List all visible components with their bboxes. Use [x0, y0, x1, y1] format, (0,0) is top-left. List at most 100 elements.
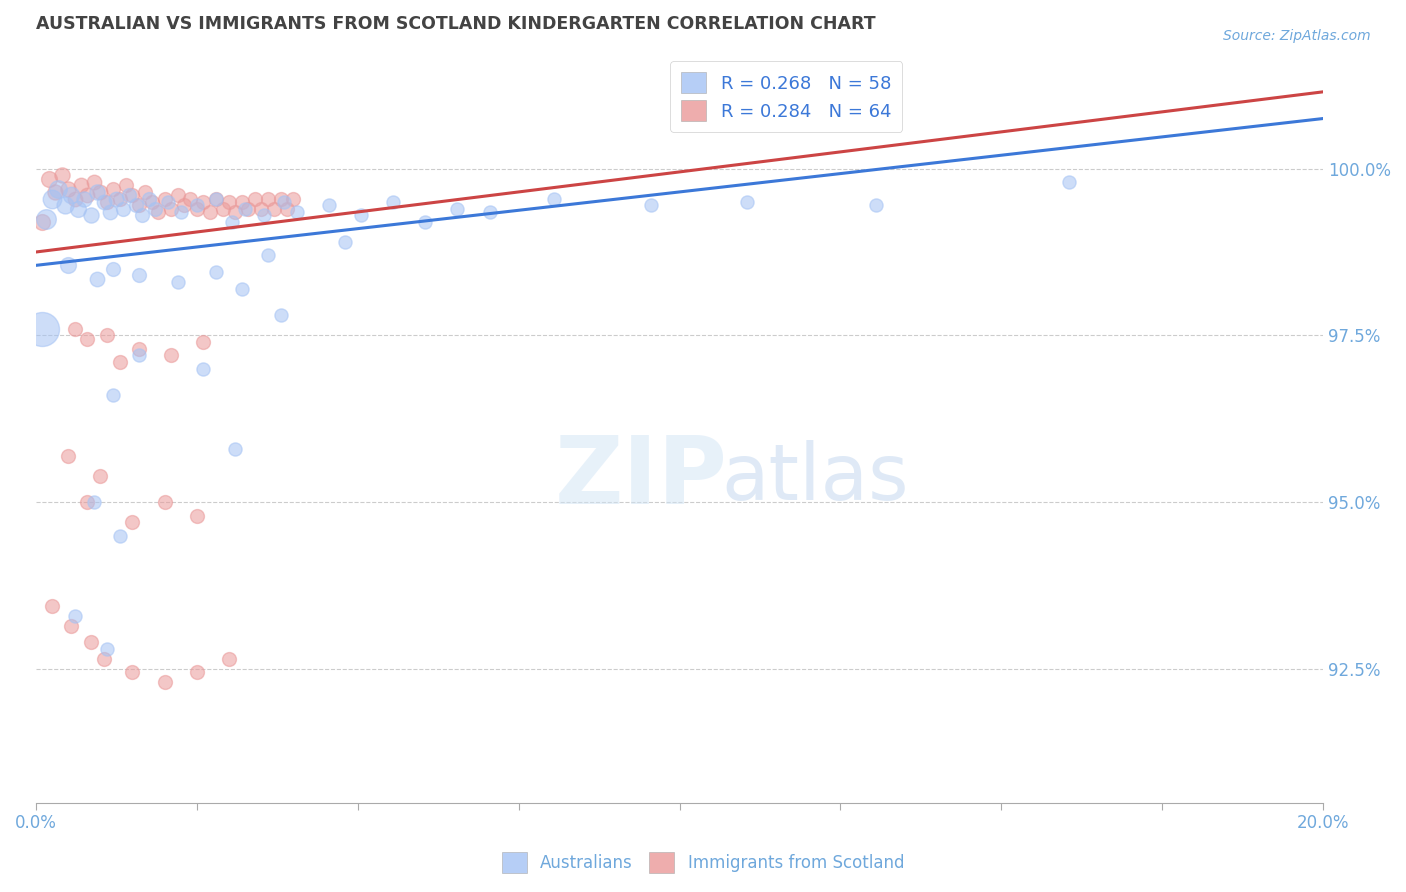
Point	[238, 202, 260, 216]
Point	[41, 192, 63, 206]
Point	[93, 652, 115, 666]
Point	[141, 194, 163, 209]
Point	[86, 271, 108, 285]
Point	[218, 194, 240, 209]
Point	[111, 202, 134, 216]
Point	[193, 335, 215, 350]
Point	[125, 198, 148, 212]
Point	[478, 205, 501, 219]
Point	[253, 208, 276, 222]
Point	[34, 211, 56, 226]
Point	[382, 194, 405, 209]
Point	[60, 188, 83, 202]
Point	[38, 171, 60, 186]
Point	[79, 208, 101, 222]
Point	[115, 178, 138, 193]
Point	[276, 202, 298, 216]
Point	[285, 205, 308, 219]
Point	[131, 208, 153, 222]
Point	[70, 178, 93, 193]
Text: atlas: atlas	[721, 441, 908, 516]
Point	[263, 202, 285, 216]
Point	[865, 198, 887, 212]
Point	[56, 258, 79, 272]
Point	[160, 202, 183, 216]
Text: AUSTRALIAN VS IMMIGRANTS FROM SCOTLAND KINDERGARTEN CORRELATION CHART: AUSTRALIAN VS IMMIGRANTS FROM SCOTLAND K…	[37, 15, 876, 33]
Point	[446, 202, 468, 216]
Point	[121, 188, 143, 202]
Point	[148, 205, 170, 219]
Point	[128, 198, 150, 212]
Point	[96, 194, 118, 209]
Point	[256, 192, 278, 206]
Point	[318, 198, 340, 212]
Point	[73, 192, 96, 206]
Point	[415, 215, 437, 229]
Point	[186, 508, 208, 523]
Point	[218, 652, 240, 666]
Point	[83, 175, 105, 189]
Point	[160, 348, 183, 362]
Point	[98, 205, 121, 219]
Point	[63, 608, 86, 623]
Point	[273, 194, 295, 209]
Point	[31, 322, 53, 336]
Point	[350, 208, 373, 222]
Point	[63, 192, 86, 206]
Point	[1057, 175, 1080, 189]
Point	[76, 332, 98, 346]
Text: ZIP: ZIP	[554, 433, 727, 524]
Point	[224, 205, 246, 219]
Point	[48, 181, 70, 195]
Point	[128, 348, 150, 362]
Legend: Australians, Immigrants from Scotland: Australians, Immigrants from Scotland	[495, 846, 911, 880]
Point	[156, 194, 179, 209]
Point	[256, 248, 278, 262]
Point	[76, 495, 98, 509]
Point	[193, 194, 215, 209]
Point	[224, 442, 246, 456]
Point	[63, 322, 86, 336]
Point	[56, 449, 79, 463]
Point	[166, 275, 188, 289]
Point	[170, 205, 193, 219]
Point	[735, 194, 758, 209]
Point	[101, 388, 124, 402]
Point	[270, 309, 292, 323]
Point	[166, 188, 188, 202]
Point	[86, 185, 108, 199]
Point	[44, 185, 66, 199]
Point	[186, 198, 208, 212]
Point	[143, 202, 166, 216]
Point	[205, 192, 228, 206]
Point	[231, 282, 253, 296]
Point	[179, 192, 201, 206]
Point	[108, 355, 131, 369]
Point	[60, 618, 83, 632]
Point	[79, 635, 101, 649]
Point	[96, 642, 118, 657]
Point	[128, 268, 150, 283]
Point	[128, 342, 150, 356]
Point	[243, 192, 266, 206]
Point	[101, 261, 124, 276]
Point	[108, 528, 131, 542]
Point	[211, 202, 233, 216]
Point	[138, 192, 160, 206]
Point	[640, 198, 662, 212]
Point	[186, 665, 208, 680]
Point	[221, 215, 243, 229]
Point	[250, 202, 273, 216]
Point	[543, 192, 565, 206]
Point	[96, 328, 118, 343]
Point	[270, 192, 292, 206]
Point	[83, 495, 105, 509]
Legend: R = 0.268   N = 58, R = 0.284   N = 64: R = 0.268 N = 58, R = 0.284 N = 64	[671, 62, 903, 132]
Point	[56, 181, 79, 195]
Point	[153, 192, 176, 206]
Point	[31, 215, 53, 229]
Point	[41, 599, 63, 613]
Point	[108, 192, 131, 206]
Point	[118, 188, 141, 202]
Point	[198, 205, 221, 219]
